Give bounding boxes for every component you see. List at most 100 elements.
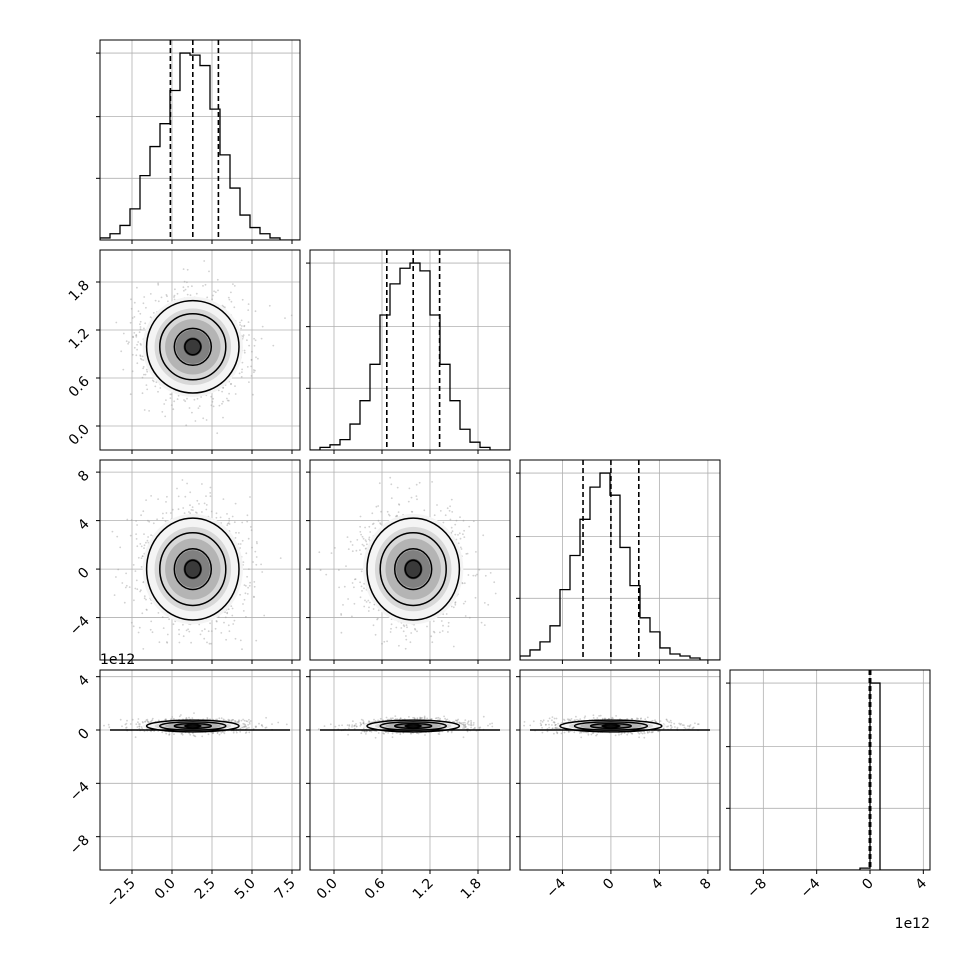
sample-point bbox=[450, 498, 453, 501]
sample-point bbox=[234, 637, 237, 640]
sample-point bbox=[194, 735, 197, 738]
sample-point bbox=[464, 600, 467, 603]
sample-point bbox=[246, 593, 249, 595]
sample-point bbox=[482, 534, 485, 537]
sample-point bbox=[156, 518, 159, 521]
sample-point bbox=[185, 424, 188, 427]
sample-point bbox=[161, 517, 164, 520]
y-tick-label: 1.2 bbox=[66, 326, 93, 353]
contour-line bbox=[184, 559, 202, 579]
sample-point bbox=[452, 606, 455, 609]
sample-point bbox=[135, 335, 138, 338]
sample-point bbox=[361, 590, 363, 592]
sample-point bbox=[474, 596, 477, 599]
sample-point bbox=[227, 296, 230, 299]
sample-point bbox=[205, 504, 208, 506]
sample-point bbox=[228, 719, 231, 722]
sample-point bbox=[230, 605, 233, 608]
sample-point bbox=[351, 582, 354, 584]
sample-point bbox=[390, 497, 393, 500]
sample-point bbox=[264, 726, 267, 729]
sample-point bbox=[222, 731, 225, 733]
sample-point bbox=[142, 648, 145, 650]
sample-point bbox=[210, 630, 213, 632]
sample-point bbox=[176, 292, 179, 295]
sample-point bbox=[256, 542, 258, 545]
sample-point bbox=[183, 289, 185, 292]
sample-point bbox=[231, 614, 234, 617]
sample-point bbox=[363, 582, 365, 585]
sample-point bbox=[135, 723, 138, 725]
sample-point bbox=[145, 598, 147, 601]
panel-content bbox=[310, 460, 510, 660]
sample-point bbox=[247, 321, 250, 323]
sample-point bbox=[209, 492, 212, 494]
sample-point bbox=[216, 731, 219, 734]
sample-point bbox=[244, 725, 247, 727]
sample-point bbox=[200, 396, 203, 398]
sample-point bbox=[436, 504, 438, 506]
sample-point bbox=[340, 613, 342, 615]
sample-point bbox=[191, 411, 193, 414]
sample-point bbox=[239, 321, 241, 324]
sample-point bbox=[142, 581, 145, 584]
sample-point bbox=[239, 547, 242, 549]
sample-point bbox=[254, 310, 257, 313]
sample-point bbox=[255, 556, 258, 558]
sample-point bbox=[138, 331, 141, 334]
sample-point bbox=[390, 623, 393, 626]
sample-point bbox=[189, 491, 192, 494]
sample-point bbox=[368, 536, 371, 539]
sample-point bbox=[161, 411, 164, 413]
panel-content bbox=[100, 250, 300, 450]
sample-point bbox=[151, 717, 154, 720]
sample-point bbox=[134, 570, 137, 572]
sample-point bbox=[169, 397, 172, 399]
sample-point bbox=[169, 393, 172, 396]
sample-point bbox=[140, 514, 143, 517]
sample-point bbox=[459, 546, 462, 549]
sample-point bbox=[130, 307, 133, 310]
sample-point bbox=[450, 526, 453, 529]
sample-point bbox=[483, 602, 486, 604]
sample-point bbox=[231, 515, 234, 518]
sample-point bbox=[343, 585, 346, 588]
sample-point bbox=[250, 375, 253, 377]
sample-point bbox=[131, 317, 134, 319]
sample-point bbox=[133, 599, 135, 602]
sample-point bbox=[140, 566, 143, 568]
sample-point bbox=[195, 292, 198, 295]
sample-point bbox=[226, 513, 228, 515]
sample-point bbox=[445, 613, 448, 615]
sample-point bbox=[208, 270, 210, 273]
sample-point bbox=[129, 393, 132, 396]
sample-point bbox=[367, 610, 370, 612]
sample-point bbox=[222, 386, 225, 389]
sample-point bbox=[215, 512, 218, 515]
sample-point bbox=[247, 586, 250, 589]
sample-point bbox=[243, 349, 246, 352]
sample-point bbox=[243, 598, 246, 601]
panel-2-2 bbox=[516, 459, 721, 664]
sample-point bbox=[253, 581, 256, 583]
sample-point bbox=[359, 515, 362, 518]
sample-point bbox=[228, 523, 231, 525]
sample-point bbox=[138, 725, 141, 728]
sample-point bbox=[351, 544, 354, 546]
sample-point bbox=[151, 379, 154, 382]
sample-point bbox=[354, 578, 357, 580]
sample-point bbox=[222, 416, 224, 419]
sample-point bbox=[372, 624, 375, 627]
panel-frame bbox=[309, 249, 511, 451]
sample-point bbox=[142, 367, 145, 370]
sample-point bbox=[380, 510, 382, 513]
sample-point bbox=[165, 512, 168, 514]
sample-point bbox=[221, 390, 224, 393]
sample-point bbox=[253, 371, 255, 374]
sample-point bbox=[188, 407, 191, 409]
sample-point bbox=[139, 355, 142, 357]
sample-point bbox=[353, 586, 355, 589]
sample-point bbox=[157, 283, 160, 286]
sample-point bbox=[198, 503, 200, 505]
sample-point bbox=[418, 481, 421, 484]
